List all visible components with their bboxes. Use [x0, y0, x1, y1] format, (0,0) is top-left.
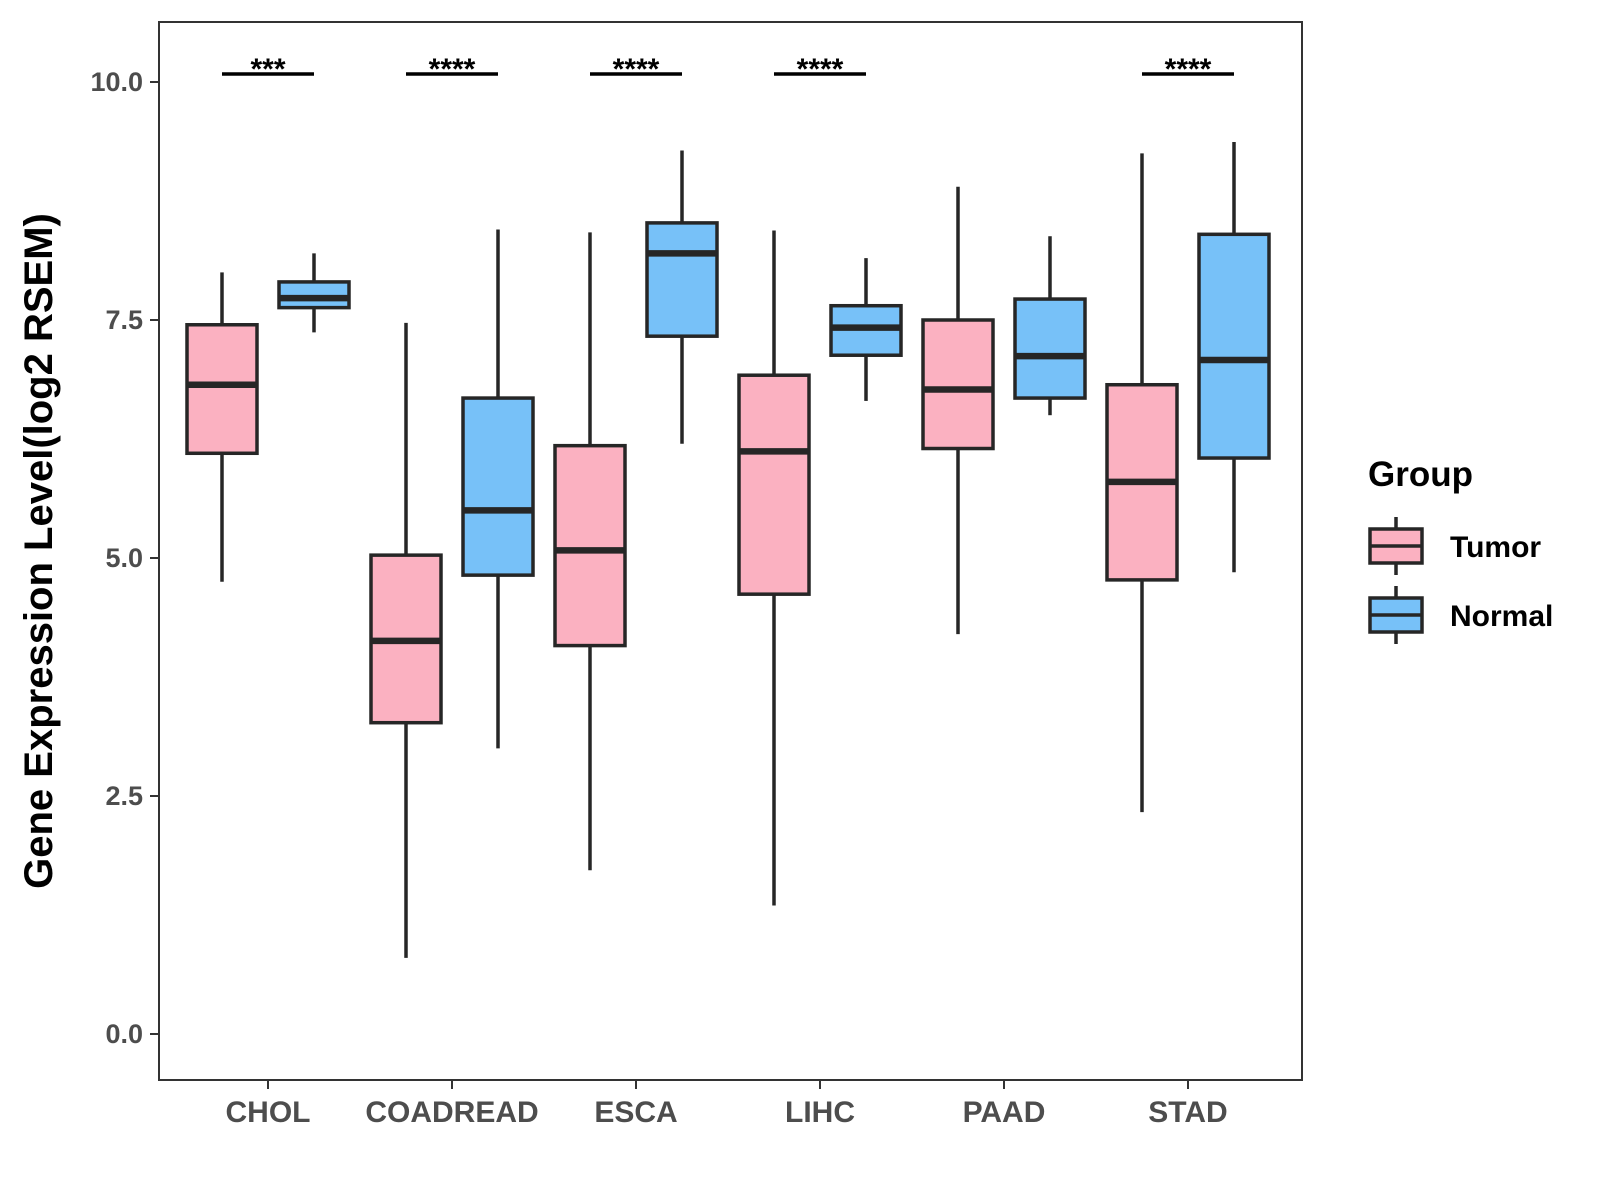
iqr-box — [553, 443, 627, 648]
plot-panel-border — [158, 21, 1303, 1081]
normal-box-lihc — [829, 258, 903, 401]
iqr-box — [461, 396, 535, 577]
significance-label: *** — [250, 53, 285, 86]
normal-box-esca — [645, 150, 719, 444]
boxes-layer — [185, 141, 1271, 958]
iqr-box — [921, 318, 995, 451]
iqr-box — [277, 280, 351, 310]
normal-box-paad — [1013, 236, 1087, 416]
x-axis: CHOL COADREAD ESCA LIHC PAAD STAD — [226, 1080, 1228, 1129]
x-tick-label: STAD — [1148, 1096, 1227, 1129]
legend-key-tumor — [1368, 517, 1424, 575]
x-tick-label: COADREAD — [365, 1096, 538, 1129]
y-tick-label: 2.5 — [105, 781, 143, 811]
y-axis: 0.0 2.5 5.0 7.5 10.0 — [90, 67, 159, 1049]
x-tick-label: CHOL — [226, 1096, 311, 1129]
x-tick-label: LIHC — [785, 1096, 855, 1129]
x-tick-label: PAAD — [963, 1096, 1046, 1129]
iqr-box — [1197, 232, 1271, 460]
tumor-box-paad — [921, 186, 995, 635]
legend-label: Tumor — [1450, 531, 1541, 564]
significance-label: **** — [1165, 53, 1212, 86]
legend-key-normal — [1368, 586, 1424, 644]
iqr-box — [737, 373, 811, 596]
tumor-box-chol — [185, 272, 259, 582]
y-axis-title: Gene Expression Level(log2 RSEM) — [17, 213, 61, 889]
tumor-box-coadread — [369, 322, 443, 958]
legend-label: Normal — [1450, 600, 1553, 633]
significance-label: **** — [429, 53, 476, 86]
tumor-box-lihc — [737, 230, 811, 906]
iqr-box — [185, 323, 259, 456]
normal-box-chol — [277, 253, 351, 333]
x-tick-label: ESCA — [594, 1096, 677, 1129]
significance-label: **** — [613, 53, 660, 86]
significance-layer: *** **** **** **** **** — [222, 53, 1234, 86]
significance-label: **** — [797, 53, 844, 86]
iqr-box — [645, 221, 719, 338]
tumor-box-esca — [553, 232, 627, 871]
legend: Group Tumor Normal — [1368, 455, 1553, 644]
y-tick-label: 5.0 — [105, 543, 143, 573]
legend-title: Group — [1368, 455, 1473, 494]
iqr-box — [1013, 297, 1087, 400]
y-tick-label: 0.0 — [105, 1019, 143, 1049]
y-tick-label: 7.5 — [105, 305, 143, 335]
y-tick-label: 10.0 — [90, 67, 143, 97]
normal-box-coadread — [461, 229, 535, 749]
tumor-box-stad — [1105, 153, 1179, 813]
normal-box-stad — [1197, 141, 1271, 573]
